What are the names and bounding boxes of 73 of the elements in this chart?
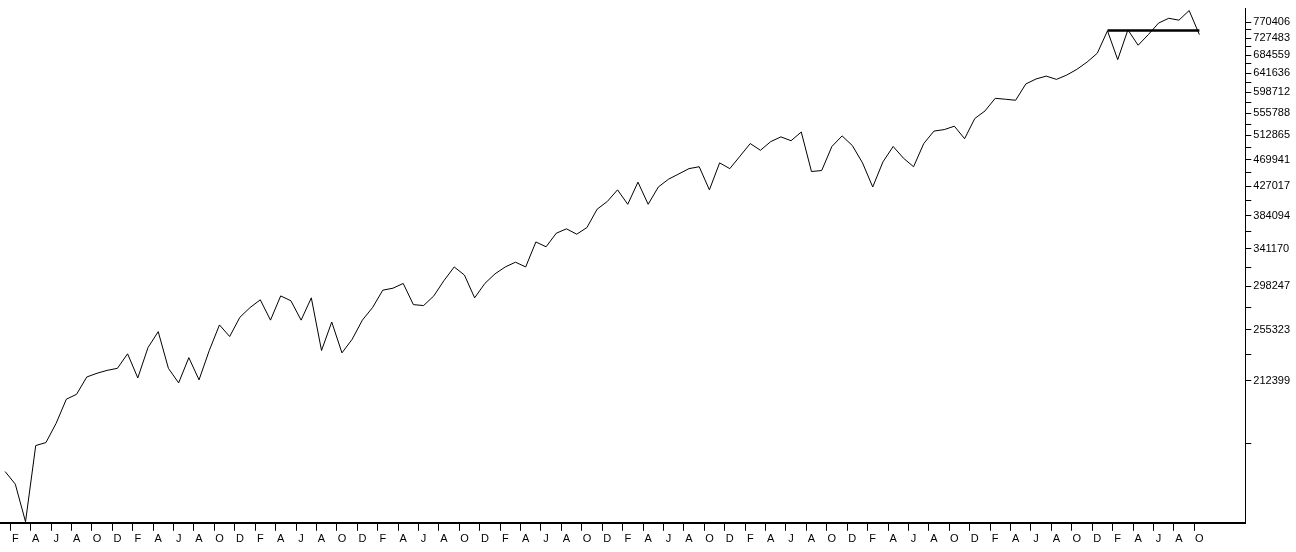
x-tick-label: A [1175,532,1184,545]
x-tick-label: O [582,532,592,545]
x-tick-label: A [399,532,408,545]
x-tick-label: J [788,532,794,545]
x-tick-label: A [317,532,326,545]
x-tick-label: A [1134,532,1143,545]
x-tick-label: A [154,532,163,545]
y-tick-label: 512865 [1253,128,1291,141]
x-tick-label: O [950,532,960,545]
y-tick-label: 598712 [1253,85,1291,98]
x-tick-label: J [298,532,304,545]
x-tick-label: A [277,532,286,545]
x-tick-label: O [1072,532,1082,545]
x-tick-label: A [440,532,449,545]
x-tick-label: A [32,532,41,545]
x-tick-label: A [562,532,571,545]
y-tick-label: 427017 [1253,179,1291,192]
x-tick-label: J [665,532,672,545]
x-tick-label: D [725,532,734,545]
x-tick-label: J [1033,532,1039,545]
x-tick-label: F [991,532,999,545]
y-tick-label: 469941 [1253,152,1291,165]
x-tick-label: F [379,532,387,545]
x-tick-label: O [827,532,837,545]
x-tick-label: A [766,532,775,545]
x-tick-label: A [1011,532,1020,545]
x-tick-label: A [644,532,653,545]
x-tick-label: F [11,532,19,545]
y-tick-label: 298247 [1253,279,1291,292]
x-tick-label: J [1155,532,1162,545]
x-tick-label: A [930,532,939,545]
x-tick-label: D [235,532,244,545]
x-tick-label: O [705,532,715,545]
x-tick-label: D [848,532,857,545]
x-tick-label: J [53,532,59,545]
x-tick-label: D [358,532,367,545]
x-tick-label: F [869,532,877,545]
x-tick-label: A [522,532,531,545]
x-tick-label: O [460,532,470,545]
x-tick-label: F [1114,532,1122,545]
y-tick-label: 641636 [1253,66,1291,79]
x-tick-label: A [195,532,204,545]
x-tick-label: O [215,532,225,545]
x-tick-label: D [480,532,489,545]
x-tick-label: D [113,532,122,545]
x-tick-label: A [685,532,694,545]
x-tick-label: J [543,532,549,545]
y-tick-label: 770406 [1253,15,1291,28]
x-tick-label: A [72,532,81,545]
x-tick-label: O [337,532,347,545]
x-tick-label: J [420,532,427,545]
y-tick-label: 384094 [1253,208,1291,221]
x-tick-label: A [1052,532,1061,545]
x-tick-label: F [256,532,264,545]
x-tick-label: F [624,532,632,545]
x-tick-label: O [92,532,102,545]
y-tick-label: 341170 [1253,241,1290,254]
x-tick-label: F [501,532,509,545]
x-tick-label: J [175,532,182,545]
x-tick-label: F [746,532,754,545]
y-tick-label: 684559 [1253,48,1291,61]
y-tick-label: 212399 [1253,373,1291,386]
x-tick-label: J [910,532,917,545]
x-tick-label: D [1093,532,1102,545]
x-tick-label: A [807,532,816,545]
x-tick-label: F [134,532,142,545]
x-tick-label: D [603,532,612,545]
y-tick-label: 255323 [1253,322,1291,335]
x-tick-label: A [889,532,898,545]
y-tick-label: 555788 [1253,106,1291,119]
y-tick-label: 727483 [1253,31,1291,44]
x-tick-label: O [1195,532,1205,545]
x-tick-label: D [970,532,979,545]
